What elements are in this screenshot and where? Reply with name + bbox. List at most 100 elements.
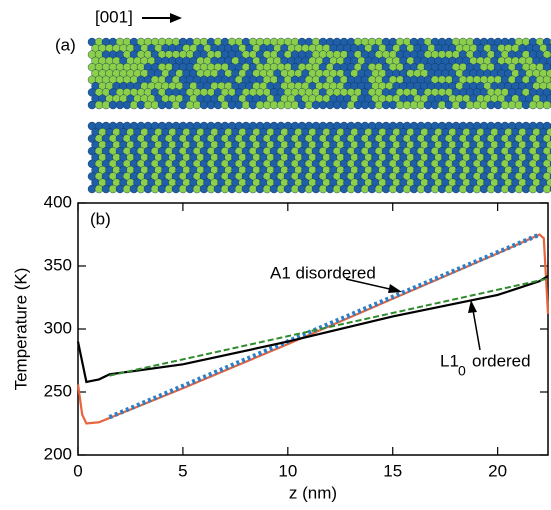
atom <box>374 184 384 194</box>
atom <box>269 100 279 110</box>
atom <box>437 184 447 194</box>
atom <box>465 100 475 110</box>
atom <box>374 100 384 110</box>
atom <box>528 184 538 194</box>
atom <box>493 100 503 110</box>
atom <box>353 184 363 194</box>
atom <box>507 184 517 194</box>
data-line <box>76 275 549 384</box>
atom <box>360 100 370 110</box>
atom <box>409 184 419 194</box>
atom <box>500 184 510 194</box>
atom <box>500 100 510 110</box>
atom <box>416 184 426 194</box>
atom <box>472 184 482 194</box>
atom <box>535 100 545 110</box>
atom <box>535 184 545 194</box>
atom <box>325 100 335 110</box>
y-tick-label: 300 <box>44 318 72 337</box>
data-line <box>109 277 549 377</box>
atom <box>297 100 307 110</box>
atom <box>395 184 405 194</box>
atom <box>465 184 475 194</box>
atom <box>486 184 496 194</box>
x-axis-label: z (nm) <box>289 483 337 502</box>
atom <box>332 184 342 194</box>
atom <box>493 184 503 194</box>
atom <box>451 100 461 110</box>
atom <box>339 184 349 194</box>
atom <box>255 184 265 194</box>
atom <box>311 184 321 194</box>
atom <box>542 184 551 194</box>
atom <box>360 184 370 194</box>
atom <box>423 100 433 110</box>
atom <box>297 184 307 194</box>
plot-frame <box>77 202 549 456</box>
atom <box>507 100 517 110</box>
atom <box>381 100 391 110</box>
annotation: L1 <box>440 351 459 370</box>
y-tick-label: 350 <box>44 255 72 274</box>
annotation-arrowhead <box>468 300 477 313</box>
atom <box>304 100 314 110</box>
x-tick-label: 10 <box>278 461 297 480</box>
annotation-arrow <box>472 309 481 351</box>
annotation: ordered <box>472 351 531 370</box>
atom <box>430 100 440 110</box>
atom <box>262 100 272 110</box>
atom <box>472 100 482 110</box>
atom <box>437 100 447 110</box>
atom <box>388 100 398 110</box>
atom <box>367 100 377 110</box>
atom <box>353 100 363 110</box>
atom <box>318 100 328 110</box>
atom <box>388 184 398 194</box>
atom <box>479 100 489 110</box>
atom <box>332 100 342 110</box>
annotation: A1 disordered <box>270 263 376 282</box>
x-tick-label: 0 <box>73 461 82 480</box>
atom <box>339 100 349 110</box>
annotation-arrowhead <box>388 284 402 293</box>
atom <box>444 184 454 194</box>
atom <box>311 100 321 110</box>
annotation-subscript: 0 <box>458 363 466 379</box>
atom <box>402 100 412 110</box>
atom <box>416 100 426 110</box>
atom <box>255 100 265 110</box>
atom <box>423 184 433 194</box>
atom <box>395 100 405 110</box>
x-tick-label: 5 <box>178 461 187 480</box>
atom <box>381 184 391 194</box>
atom <box>514 184 524 194</box>
atom <box>283 100 293 110</box>
atom <box>521 184 531 194</box>
atom <box>346 184 356 194</box>
direction-label: [001] <box>95 7 133 26</box>
direction-arrowhead <box>170 13 182 23</box>
atom <box>276 100 286 110</box>
atom <box>528 100 538 110</box>
atom <box>479 184 489 194</box>
y-tick-label: 200 <box>44 444 72 463</box>
atom <box>269 184 279 194</box>
atom <box>318 184 328 194</box>
atom-strips <box>87 37 551 194</box>
atom <box>451 184 461 194</box>
atom <box>304 184 314 194</box>
atom <box>290 184 300 194</box>
y-tick-label: 250 <box>44 381 72 400</box>
atom <box>521 100 531 110</box>
atom <box>325 184 335 194</box>
atom <box>262 184 272 194</box>
atom <box>458 184 468 194</box>
atom <box>367 184 377 194</box>
atom <box>486 100 496 110</box>
atom <box>283 184 293 194</box>
y-tick-label: 400 <box>44 192 72 211</box>
atom <box>458 100 468 110</box>
y-axis-label: Temperature (K) <box>11 268 30 391</box>
